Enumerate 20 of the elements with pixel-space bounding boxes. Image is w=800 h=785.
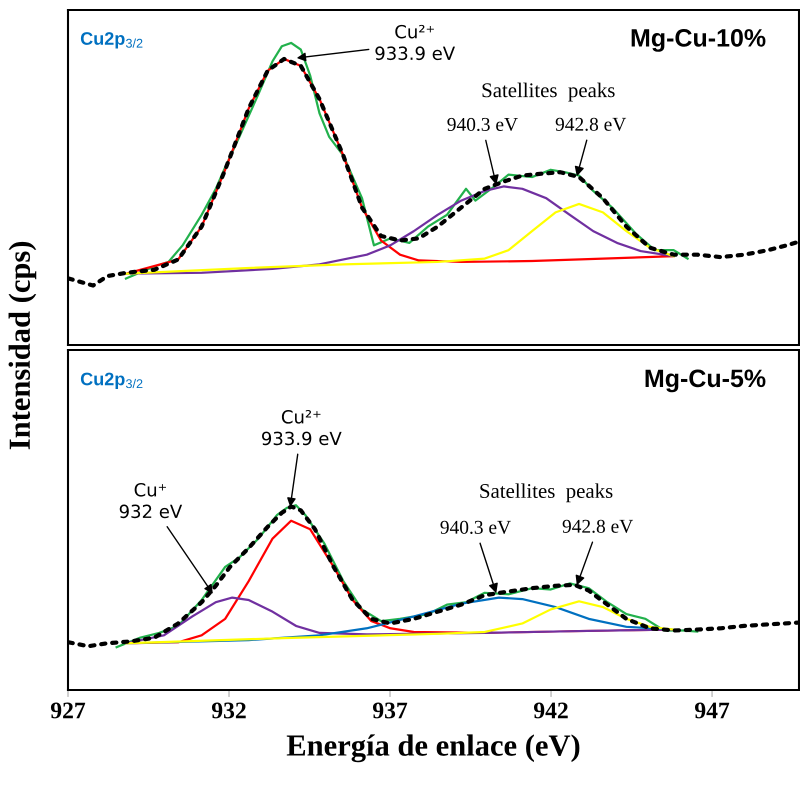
annotation: 940.3 eV — [447, 118, 518, 132]
annotation: Satellites peaks — [482, 82, 615, 102]
x-tick-label: 937 — [372, 702, 408, 718]
x-axis-title: Energía de enlace (eV) — [286, 734, 580, 762]
text: Satellites peaks — [480, 483, 612, 502]
x-tick-label: 927 — [50, 702, 86, 718]
annotation: Cu2p$_{3/2}$ — [80, 32, 142, 48]
annotation: 942.8 eV — [562, 520, 634, 533]
annotation: Cu²⁺ 933.9 eV — [375, 24, 455, 60]
annotation: 942.8 eV — [556, 118, 626, 131]
chart-title: Mg-Cu-10% — [632, 29, 766, 52]
annotation: 940.3 eV — [440, 520, 511, 534]
x-tick-label: 932 — [212, 702, 246, 718]
y-axis-title: Intensidad (cps) — [8, 242, 36, 450]
x-tick-label: 947 — [694, 702, 730, 718]
x-tick-label: 942 — [534, 702, 568, 718]
annotation: Cu⁺ 932 eV — [120, 482, 182, 518]
chart-title: Mg-Cu-5% — [646, 370, 766, 392]
annotation: Cu²⁺ 933.9 eV — [262, 410, 342, 446]
text: Cu2p$_{3/2}$ — [80, 372, 142, 389]
